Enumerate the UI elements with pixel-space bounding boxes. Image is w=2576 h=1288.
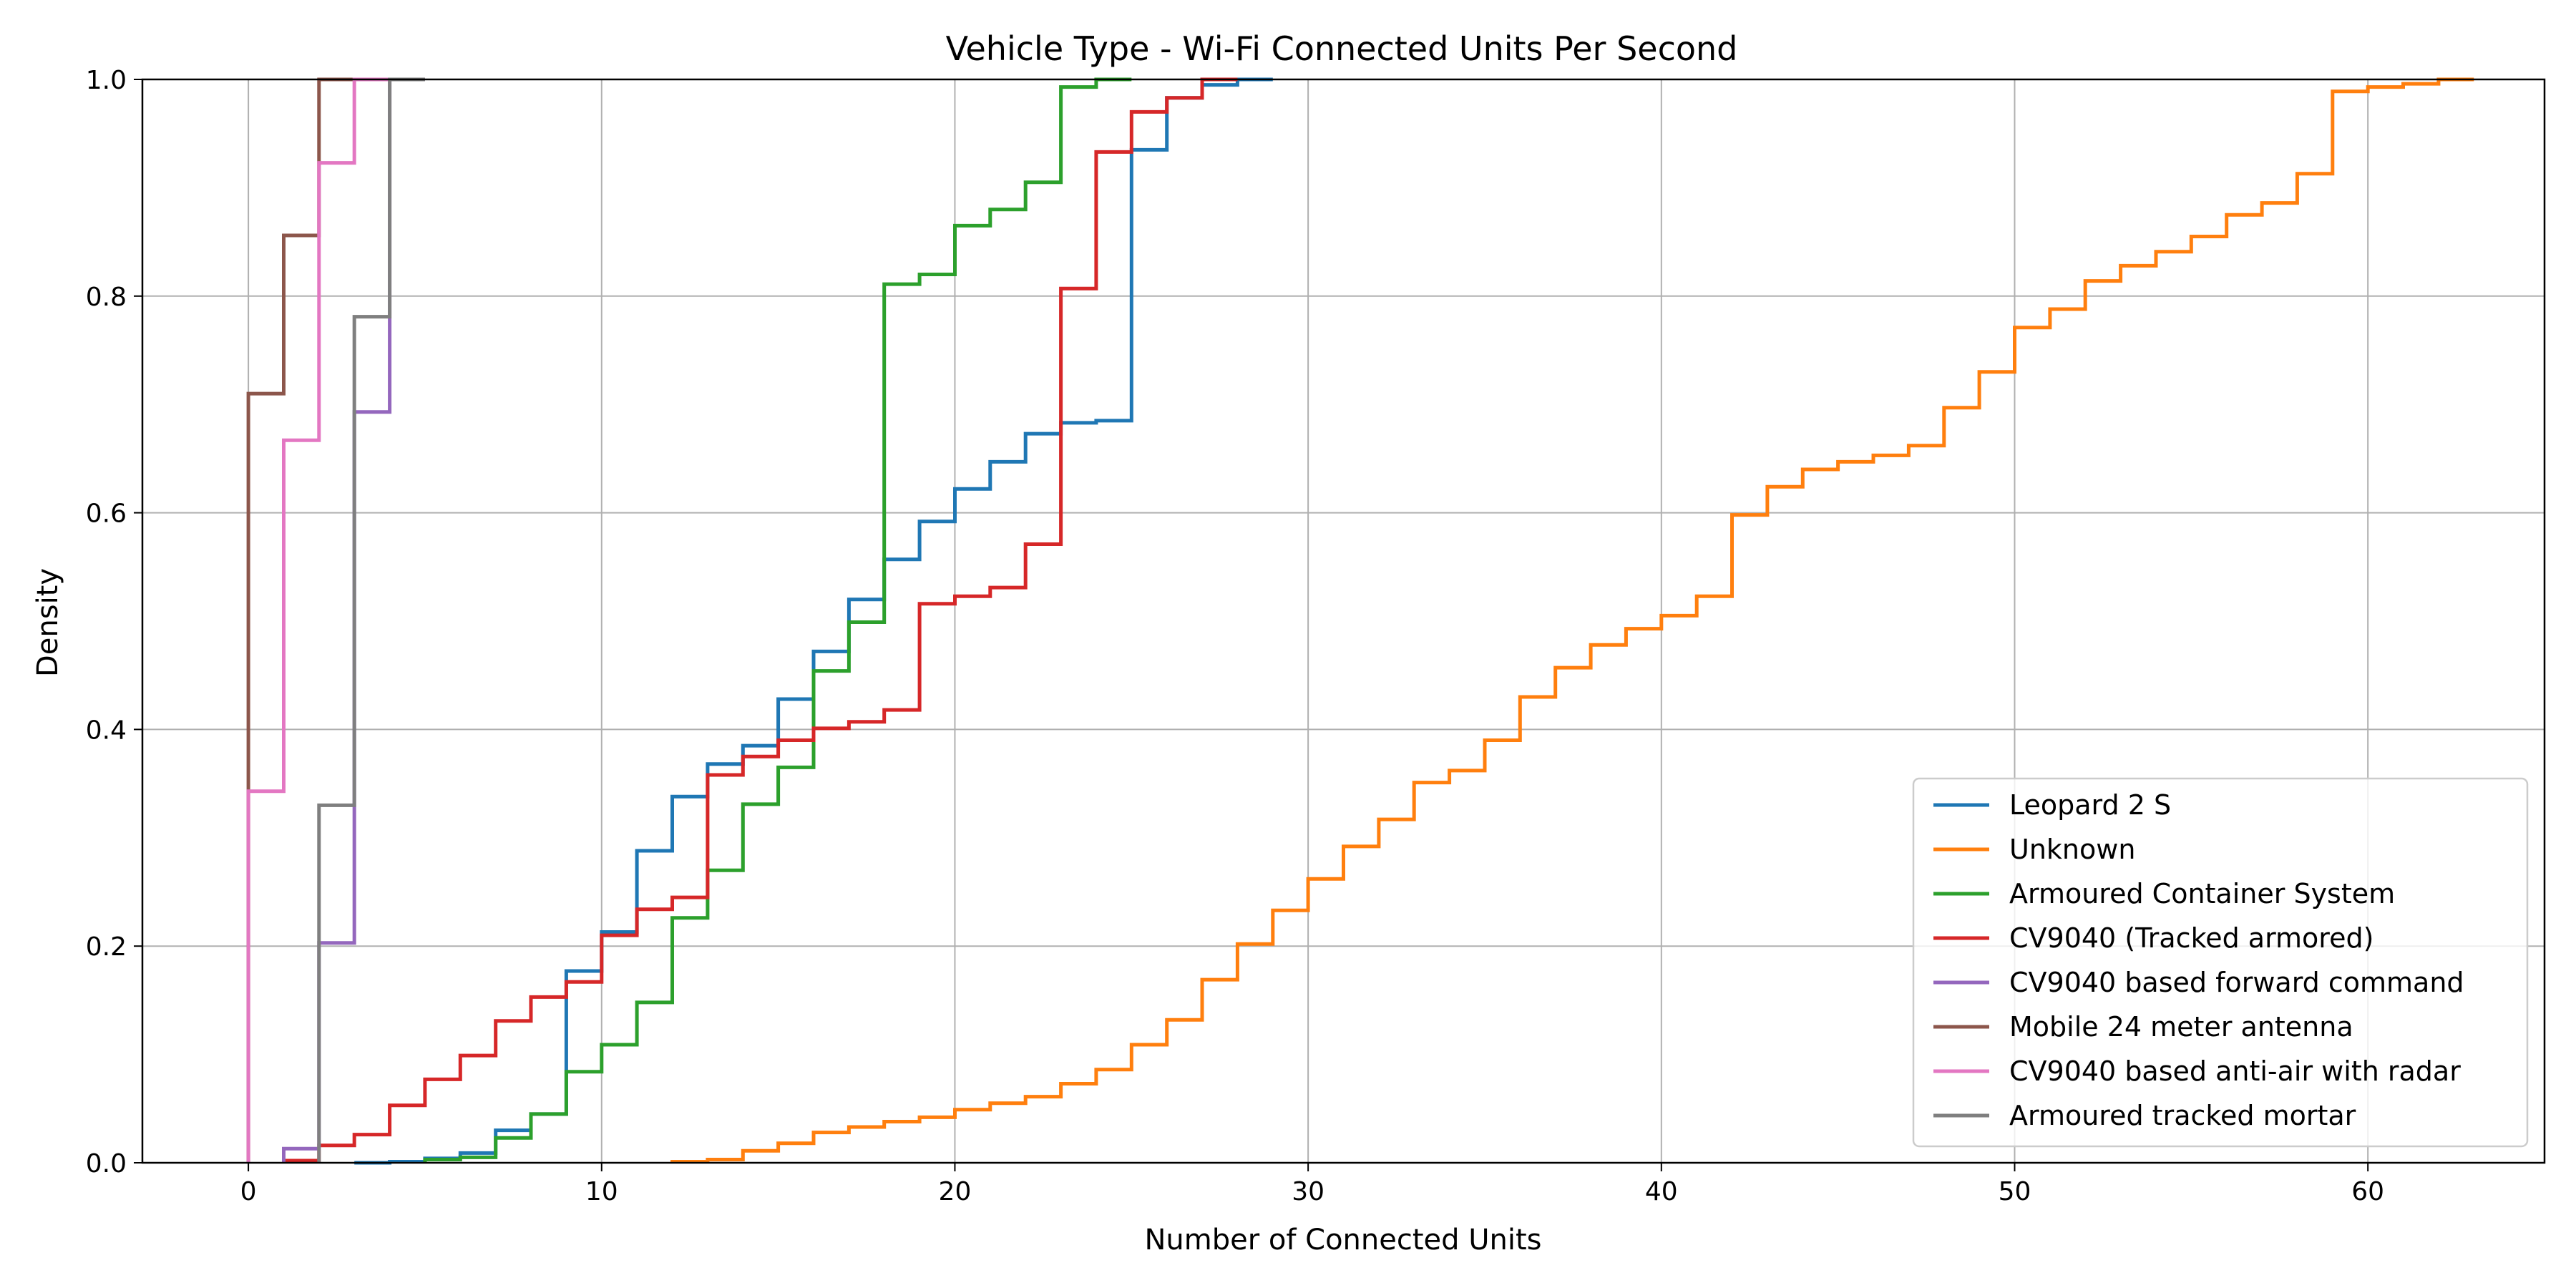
series-line-2 [423, 77, 1132, 1163]
legend-label: Armoured Container System [2009, 878, 2395, 909]
x-ticks: 0 10 20 30 40 50 60 [240, 1163, 2384, 1206]
x-tick-label: 50 [1999, 1177, 2031, 1206]
y-tick-label: 0.8 [86, 283, 127, 312]
legend: Leopard 2 S Unknown Armoured Container Sys… [1912, 777, 2529, 1148]
y-ticks: 0.0 0.2 0.4 0.6 0.8 1.0 [86, 66, 142, 1179]
y-tick-label: 0.2 [86, 932, 127, 962]
x-tick-label: 0 [240, 1177, 257, 1206]
series-line-1 [670, 77, 2474, 1163]
legend-label: CV9040 based forward command [2009, 967, 2464, 998]
x-axis-label: Number of Connected Units [1144, 1224, 1541, 1257]
series-line-6 [246, 77, 390, 1163]
y-tick-label: 0.4 [86, 716, 127, 745]
chart-title: Vehicle Type - Wi-Fi Connected Units Per… [946, 29, 1738, 68]
plot-frame [141, 78, 2546, 1164]
legend-label: Armoured tracked mortar [2009, 1100, 2356, 1131]
y-tick-label: 1.0 [86, 66, 127, 95]
legend-label: Leopard 2 S [2009, 789, 2171, 821]
series-line-3 [282, 77, 1238, 1163]
legend-label: CV9040 based anti-air with radar [2009, 1055, 2461, 1087]
x-tick-label: 30 [1292, 1177, 1324, 1206]
legend-label: CV9040 (Tracked armored) [2009, 922, 2373, 954]
legend-frame [1912, 777, 2529, 1148]
x-tick-label: 20 [939, 1177, 972, 1206]
y-tick-label: 0.6 [86, 499, 127, 529]
y-axis-label: Density [31, 568, 64, 677]
x-tick-label: 40 [1645, 1177, 1678, 1206]
x-tick-label: 60 [2351, 1177, 2384, 1206]
x-tick-label: 10 [585, 1177, 618, 1206]
legend-label: Mobile 24 meter antenna [2009, 1011, 2353, 1043]
y-tick-label: 0.0 [86, 1149, 127, 1179]
legend-label: Unknown [2009, 834, 2135, 865]
